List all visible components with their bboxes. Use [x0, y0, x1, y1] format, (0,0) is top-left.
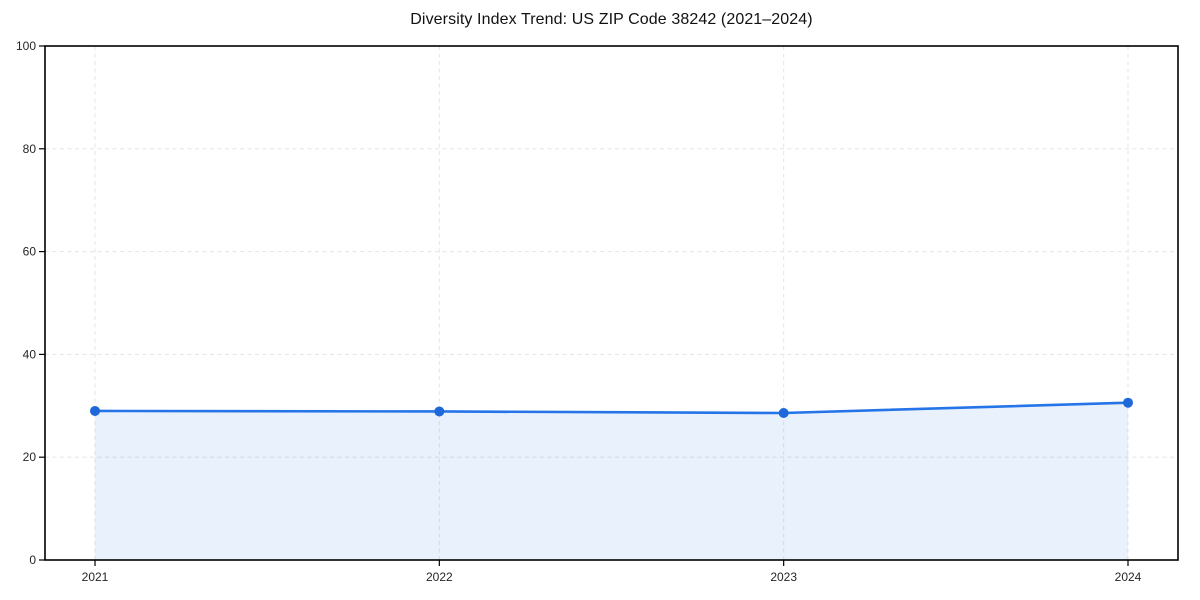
y-axis-tick-label: 40 [23, 347, 37, 361]
x-axis-tick-label: 2022 [426, 570, 453, 584]
y-axis-tick-label: 60 [23, 245, 37, 259]
x-axis-tick-label: 2021 [82, 570, 109, 584]
plot-border [44, 45, 1179, 561]
y-axis-tick-label: 20 [23, 450, 37, 464]
x-axis-tick-label: 2023 [770, 570, 797, 584]
area-fill [95, 402, 1128, 560]
chart-title: Diversity Index Trend: US ZIP Code 38242… [410, 11, 813, 28]
data-point-marker [778, 407, 789, 418]
y-axis-tick-label: 0 [29, 553, 36, 567]
y-axis-tick-label: 100 [16, 39, 36, 53]
data-point-marker [90, 405, 100, 416]
data-point-marker [434, 406, 445, 417]
data-point-marker [1123, 397, 1133, 408]
trend-line [93, 401, 1130, 415]
y-axis-tick-label: 80 [23, 142, 37, 156]
x-axis-tick-label: 2024 [1115, 570, 1142, 584]
